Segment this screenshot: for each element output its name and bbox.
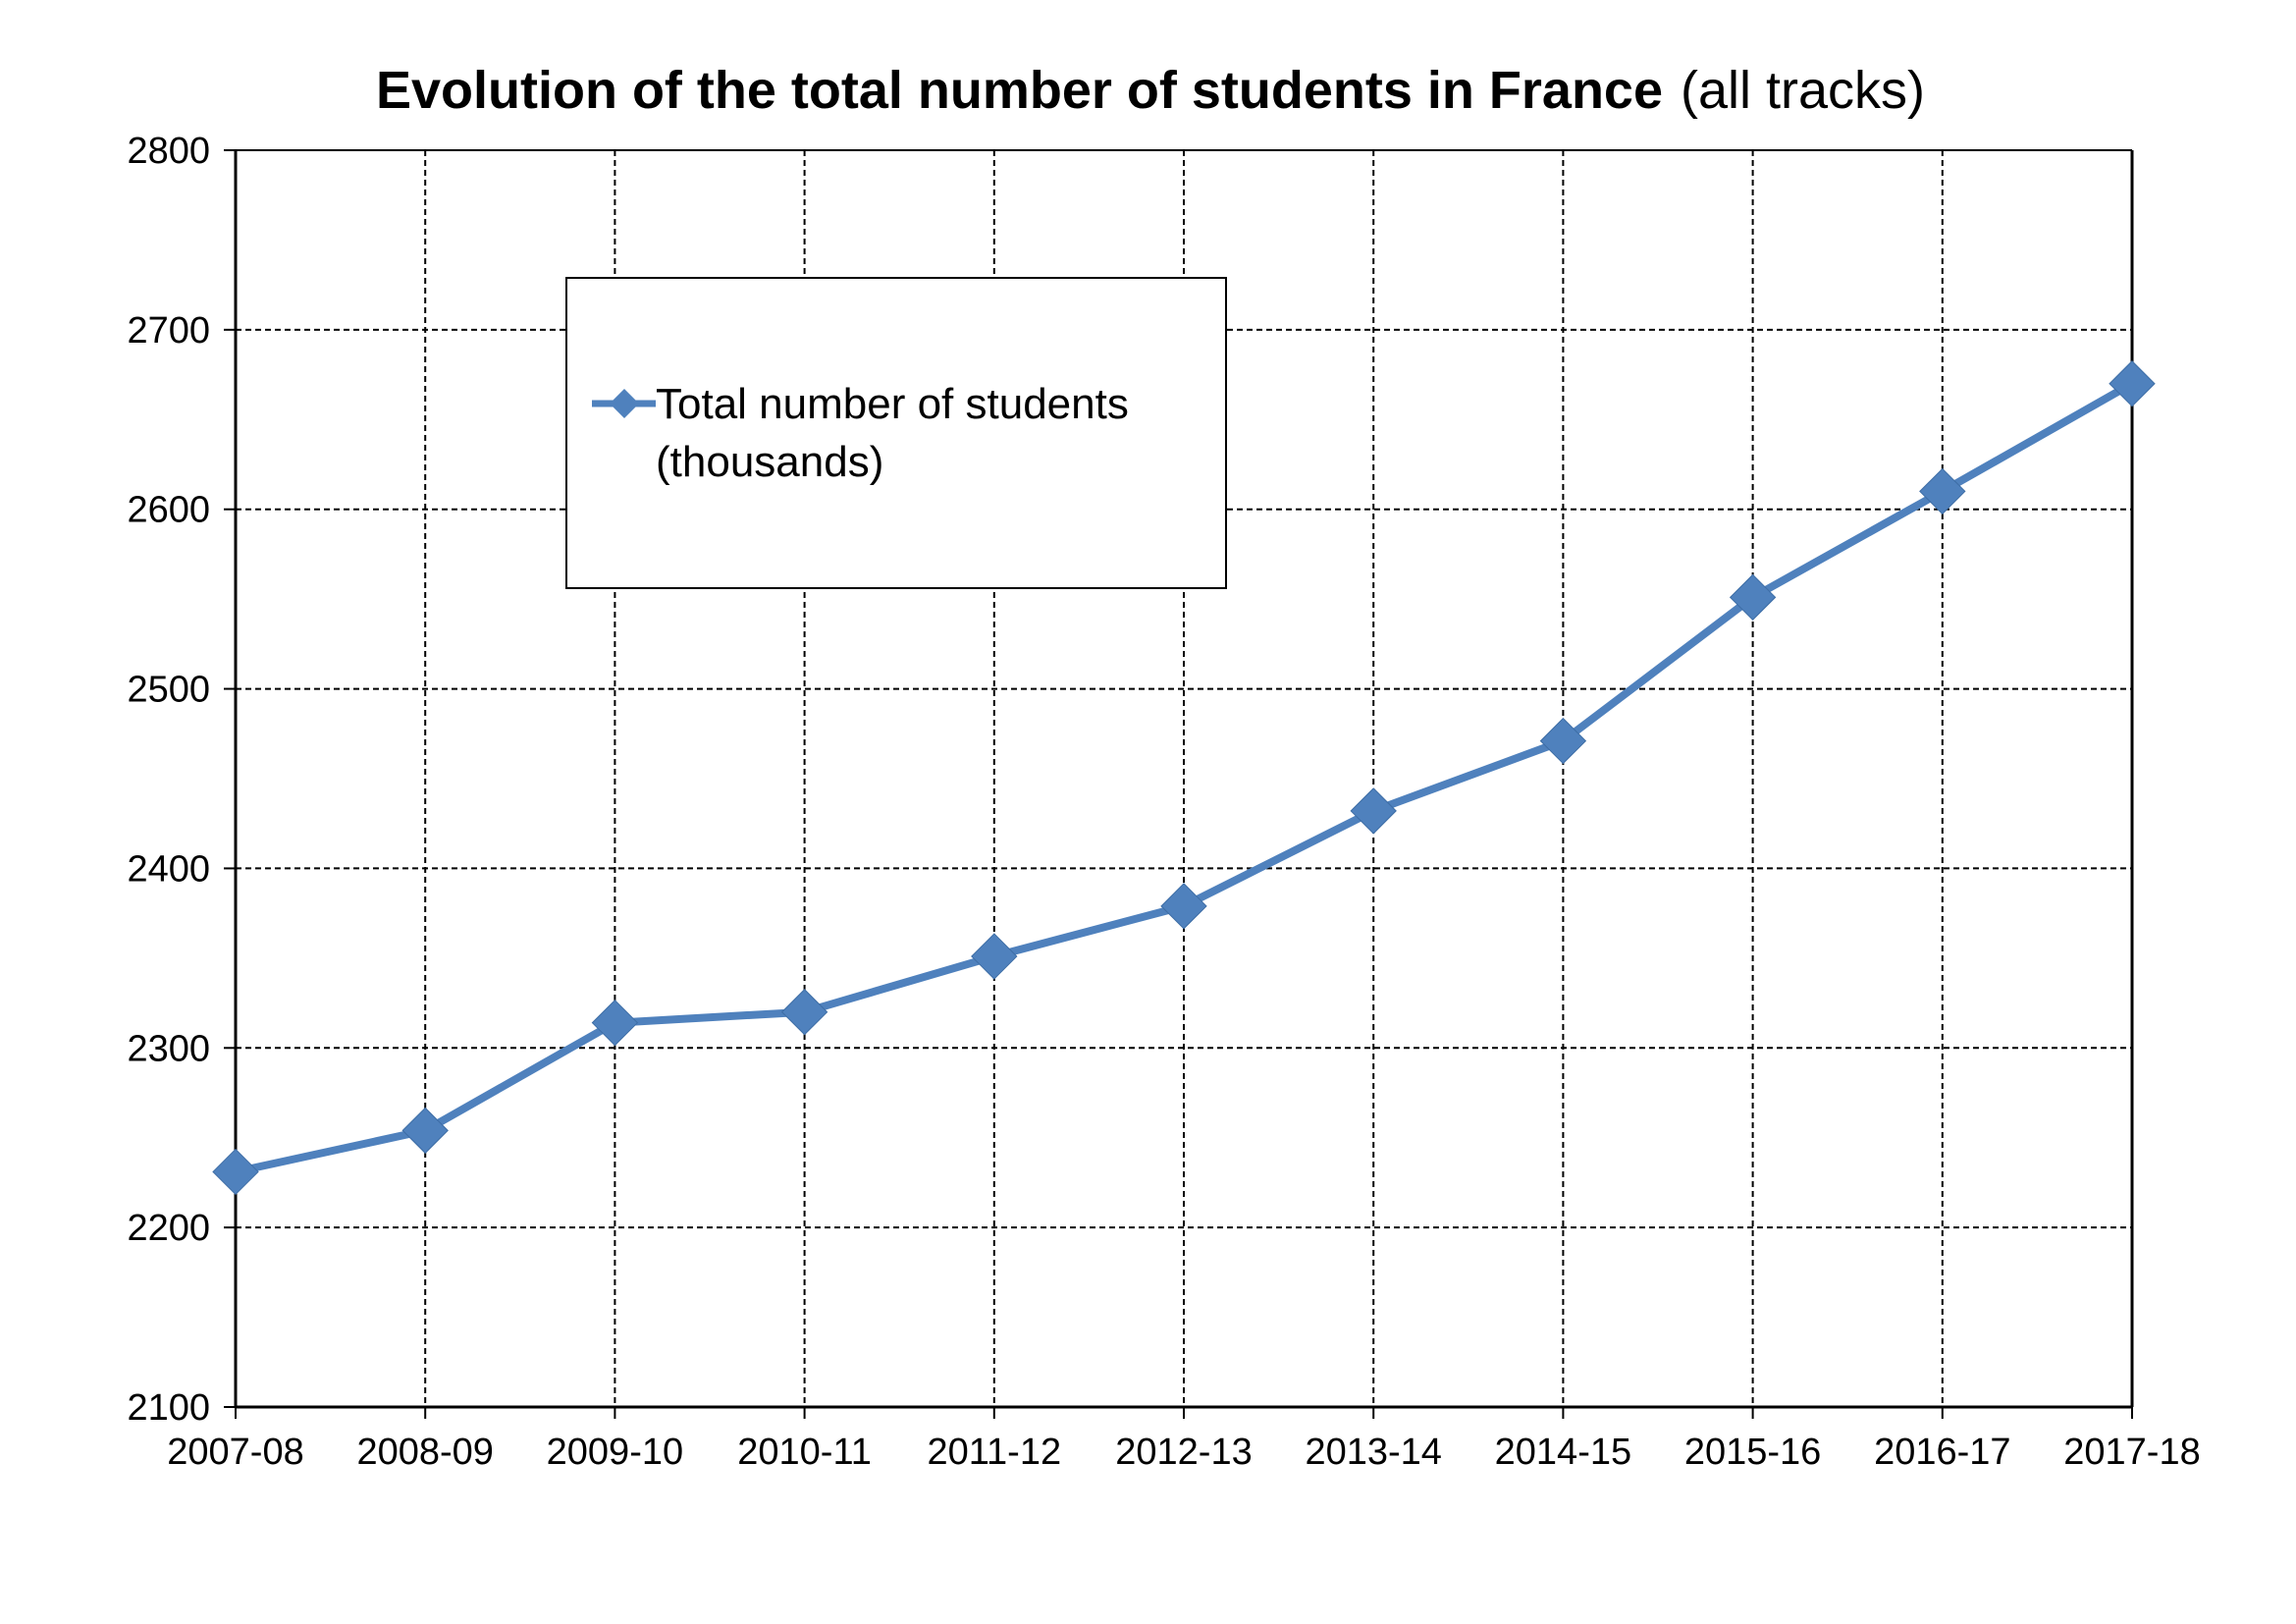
x-tick-label: 2014-15 bbox=[1495, 1432, 1631, 1473]
legend: Total number of students (thousands) bbox=[565, 277, 1227, 589]
data-point-diamond bbox=[1919, 467, 1966, 515]
y-tick-label: 2200 bbox=[127, 1208, 210, 1249]
chart-subtitle: (all tracks) bbox=[1681, 61, 1925, 120]
x-tick-label: 2007-08 bbox=[167, 1432, 303, 1473]
data-point-diamond bbox=[212, 1148, 259, 1196]
y-tick-label: 2500 bbox=[127, 670, 210, 711]
data-point-diamond bbox=[591, 999, 639, 1047]
x-tick-label: 2016-17 bbox=[1874, 1432, 2010, 1473]
y-tick-label: 2300 bbox=[127, 1028, 210, 1069]
y-tick-label: 2100 bbox=[127, 1387, 210, 1429]
data-point-diamond bbox=[780, 989, 828, 1036]
x-tick-label: 2012-13 bbox=[1115, 1432, 1252, 1473]
chart-title-main: Evolution of the total number of student… bbox=[376, 61, 1663, 120]
legend-box bbox=[565, 277, 1227, 589]
series-total-students bbox=[212, 360, 2156, 1196]
x-tick-label: 2015-16 bbox=[1684, 1432, 1821, 1473]
data-point-diamond bbox=[401, 1107, 449, 1155]
data-point-diamond bbox=[1350, 787, 1397, 835]
data-point-diamond bbox=[1539, 717, 1587, 765]
x-tick-label: 2008-09 bbox=[356, 1432, 493, 1473]
y-tick-label: 2400 bbox=[127, 848, 210, 890]
x-axis-ticks: 2007-08 2008-09 2009-10 2010-11 2011-12 2012-… bbox=[167, 1407, 2201, 1473]
y-tick-label: 2800 bbox=[127, 131, 210, 172]
legend-diamond-marker bbox=[610, 389, 639, 418]
x-tick-label: 2013-14 bbox=[1305, 1432, 1441, 1473]
data-point-diamond bbox=[1729, 573, 1777, 622]
legend-label-line1: Total number of students bbox=[656, 380, 1129, 428]
x-tick-label: 2011-12 bbox=[927, 1432, 1061, 1473]
y-tick-label: 2700 bbox=[127, 310, 210, 352]
x-tick-label: 2017-18 bbox=[2063, 1432, 2200, 1473]
data-point-diamond bbox=[2109, 360, 2156, 407]
x-tick-label: 2009-10 bbox=[547, 1432, 683, 1473]
y-tick-label: 2600 bbox=[127, 490, 210, 531]
data-point-diamond bbox=[1160, 883, 1207, 930]
x-tick-label: 2010-11 bbox=[737, 1432, 872, 1473]
legend-label-line2: (thousands) bbox=[656, 438, 883, 486]
chart-title: Evolution of the total number of student… bbox=[376, 61, 1925, 120]
data-point-diamond bbox=[971, 933, 1018, 980]
y-axis-ticks: 2100 2200 2300 2400 2500 2600 2700 2800 bbox=[127, 131, 236, 1429]
